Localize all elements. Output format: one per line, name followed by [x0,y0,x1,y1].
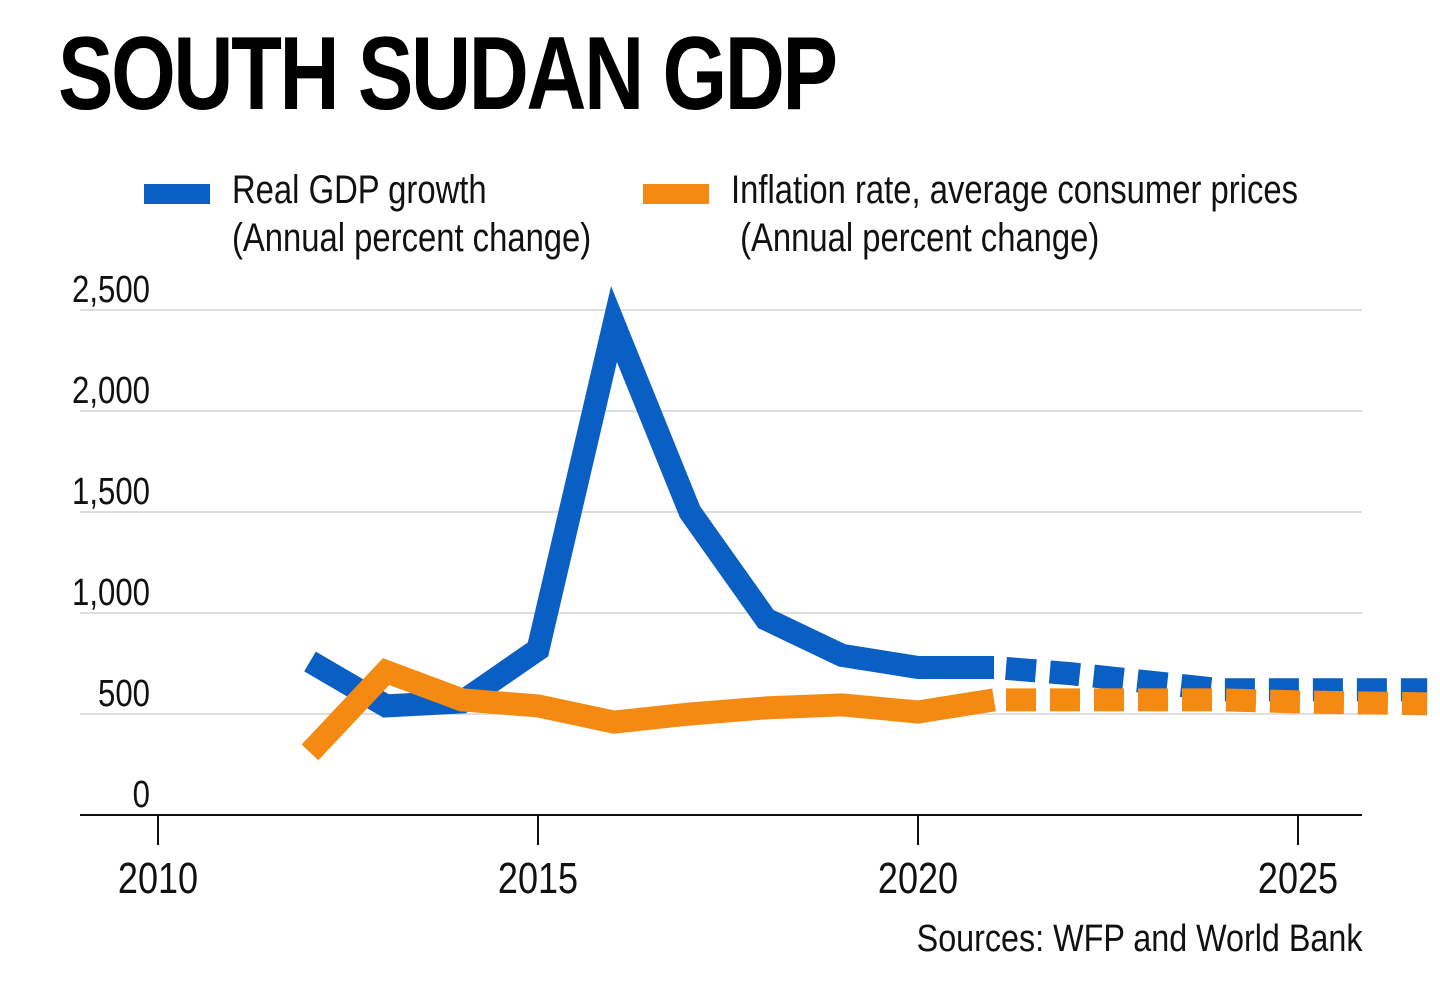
source-note: Sources: WFP and World Bank [916,918,1362,960]
y-tick-label: 1,000 [72,572,150,614]
x-tick-label: 2020 [878,854,958,903]
y-tick-label: 2,500 [72,269,150,311]
x-tick-label: 2015 [498,854,578,903]
x-tick-label: 2025 [1258,854,1338,903]
legend-swatch-gdp [144,184,210,204]
legend-swatch-inflation [643,184,709,204]
legend-inflation-line2: (Annual percent change) [731,216,1100,260]
series-projection-0 [993,656,1428,702]
grid-lines [80,309,1362,715]
y-axis-ticks: 0 500 1,000 1,500 2,000 2,500 [72,269,150,816]
y-tick-label: 500 [98,673,150,715]
legend-label-gdp: Real GDP growth (Annual percent change) [232,166,591,262]
x-tick-label: 2010 [118,854,198,903]
y-tick-label: 0 [133,774,150,816]
legend-label-inflation: Inflation rate, average consumer prices … [731,166,1298,262]
legend-inflation-line1: Inflation rate, average consumer prices [731,168,1299,212]
y-tick-label: 2,000 [72,370,150,412]
legend-gdp-line2: (Annual percent change) [232,216,592,260]
series-projection-1 [994,688,1428,716]
series-line-1 [301,658,996,761]
x-axis: 2010 2015 2020 2025 [80,814,1362,903]
legend-gdp-line1: Real GDP growth [232,168,487,212]
series-lines [301,286,1428,761]
series-line-0 [304,286,994,718]
chart-title: SOUTH SUDAN GDP [58,16,838,132]
y-tick-label: 1,500 [72,471,150,513]
